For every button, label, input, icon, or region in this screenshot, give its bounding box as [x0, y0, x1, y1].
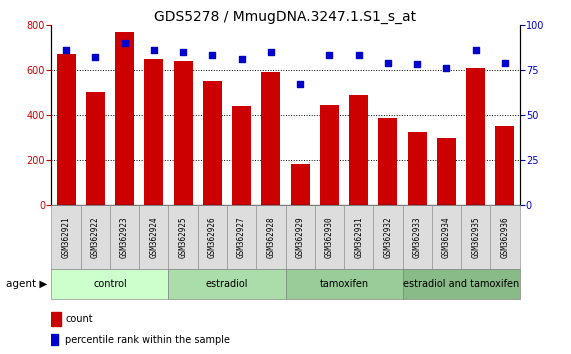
Bar	[379, 119, 397, 205]
Bar	[198, 205, 227, 269]
Bar	[262, 72, 280, 205]
Text: control: control	[93, 279, 127, 289]
Bar	[432, 205, 461, 269]
Bar	[51, 312, 61, 326]
Bar	[286, 269, 403, 299]
Title: GDS5278 / MmugDNA.3247.1.S1_s_at: GDS5278 / MmugDNA.3247.1.S1_s_at	[154, 10, 417, 24]
Bar	[286, 205, 315, 269]
Bar	[437, 138, 456, 205]
Point	[120, 40, 129, 46]
Bar	[403, 205, 432, 269]
Point	[354, 53, 363, 58]
Bar	[115, 32, 134, 205]
Text: GSM362936: GSM362936	[500, 216, 509, 258]
Point	[91, 55, 100, 60]
Bar	[57, 54, 75, 205]
Bar	[51, 269, 168, 299]
Point	[62, 47, 71, 53]
Bar	[81, 205, 110, 269]
Bar	[232, 106, 251, 205]
Text: GSM362930: GSM362930	[325, 216, 334, 258]
Text: GSM362931: GSM362931	[354, 216, 363, 258]
Bar	[466, 68, 485, 205]
Text: GSM362922: GSM362922	[91, 216, 100, 258]
Point	[296, 81, 305, 87]
Text: GSM362926: GSM362926	[208, 216, 217, 258]
Point	[266, 49, 275, 55]
Bar	[490, 205, 520, 269]
Bar	[51, 205, 81, 269]
Point	[179, 49, 188, 55]
Point	[325, 53, 334, 58]
Point	[149, 47, 158, 53]
Bar	[86, 92, 105, 205]
Bar	[408, 132, 427, 205]
Text: estradiol: estradiol	[206, 279, 248, 289]
Point	[237, 56, 246, 62]
Text: GSM362928: GSM362928	[266, 216, 275, 258]
Bar	[373, 205, 403, 269]
Point	[471, 47, 480, 53]
Text: GSM362934: GSM362934	[442, 216, 451, 258]
Text: GSM362932: GSM362932	[383, 216, 392, 258]
Text: estradiol and tamoxifen: estradiol and tamoxifen	[403, 279, 519, 289]
Bar	[461, 205, 490, 269]
Text: GSM362929: GSM362929	[296, 216, 305, 258]
Bar	[227, 205, 256, 269]
Point	[383, 60, 392, 65]
Text: GSM362927: GSM362927	[237, 216, 246, 258]
Bar	[168, 205, 198, 269]
Bar	[51, 334, 58, 345]
Text: GSM362925: GSM362925	[179, 216, 188, 258]
Bar	[174, 61, 192, 205]
Point	[500, 60, 509, 65]
Text: percentile rank within the sample: percentile rank within the sample	[66, 335, 231, 345]
Text: tamoxifen: tamoxifen	[319, 279, 369, 289]
Text: GSM362924: GSM362924	[149, 216, 158, 258]
Bar	[110, 205, 139, 269]
Bar	[349, 95, 368, 205]
Bar	[291, 164, 309, 205]
Bar	[315, 205, 344, 269]
Bar	[320, 105, 339, 205]
Point	[442, 65, 451, 71]
Text: count: count	[66, 314, 93, 324]
Bar	[403, 269, 520, 299]
Text: GSM362923: GSM362923	[120, 216, 129, 258]
Bar	[344, 205, 373, 269]
Bar	[139, 205, 168, 269]
Text: agent ▶: agent ▶	[6, 279, 47, 289]
Bar	[203, 81, 222, 205]
Text: GSM362933: GSM362933	[413, 216, 422, 258]
Bar	[168, 269, 286, 299]
Bar	[256, 205, 286, 269]
Text: GSM362921: GSM362921	[62, 216, 71, 258]
Text: GSM362935: GSM362935	[471, 216, 480, 258]
Bar	[496, 126, 514, 205]
Point	[413, 62, 422, 67]
Point	[208, 53, 217, 58]
Bar	[144, 59, 163, 205]
